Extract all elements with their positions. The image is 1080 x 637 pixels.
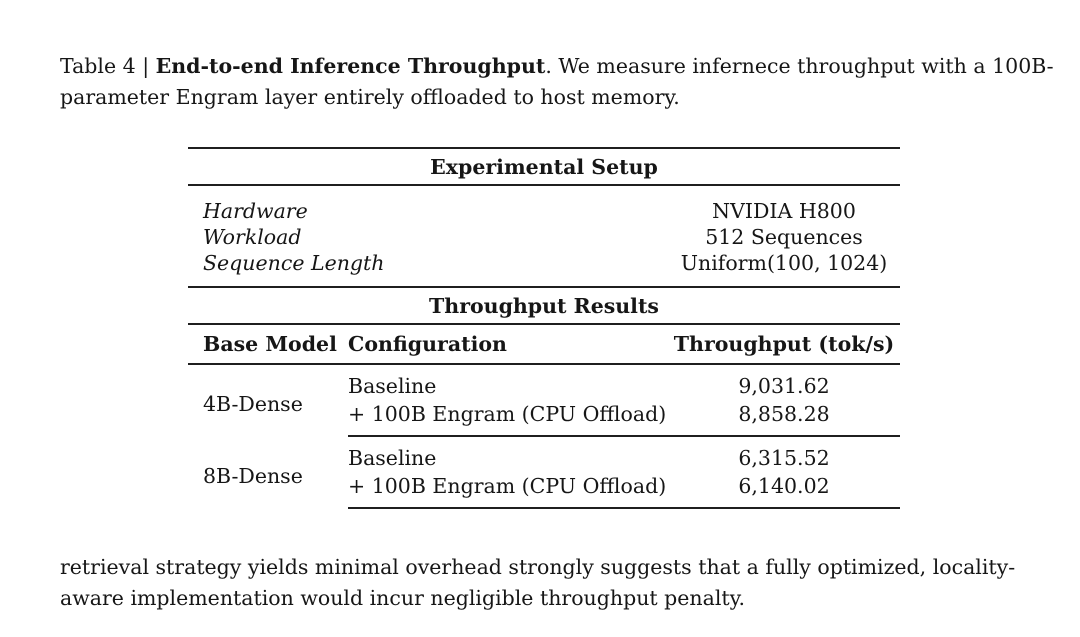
setup-value-hardware: NVIDIA H800 [712,199,856,223]
setup-label-workload: Workload [203,225,302,249]
caption-table-number: Table 4 | [60,54,156,78]
results-section-header: Throughput Results [188,287,901,325]
col-header-throughput: Throughput (tok/s) [648,324,901,365]
setup-header-row: Experimental Setup [188,147,901,186]
setup-row-hardware: Hardware NVIDIA H800 [188,185,900,224]
config-cell: Baseline [348,374,437,398]
body-line-1: retrieval strategy yields minimal overhe… [60,555,1016,579]
throughput-cell: 6,315.52 [738,446,830,470]
col-header-configuration: Configuration [348,324,648,365]
caption-line-2: parameter Engram layer entirely offloade… [60,85,680,109]
setup-section-header: Experimental Setup [188,147,901,186]
config-cell: + 100B Engram (CPU Offload) [348,400,666,437]
model-cell-4b-dense: 4B-Dense [203,392,303,416]
body-line-2: aware implementation would incur negligi… [60,586,745,610]
throughput-cell: 8,858.28 [648,400,901,437]
config-cell: Baseline [348,446,437,470]
caption-text: . We measure infernece throughput with a… [545,54,1054,78]
setup-row-sequence-length: Sequence Length Uniform(100, 1024) [188,250,901,288]
throughput-cell: 6,140.02 [648,472,901,509]
result-row-4b-engram: + 100B Engram (CPU Offload) 8,858.28 [188,400,901,437]
setup-label-hardware: Hardware [203,199,308,223]
model-cell-8b-dense: 8B-Dense [203,463,303,488]
throughput-cell: 9,031.62 [738,374,830,398]
setup-row-workload: Workload 512 Sequences [188,224,900,250]
table-caption: Table 4 | End-to-end Inference Throughpu… [60,51,1054,113]
column-header-row: Base Model Configuration Throughput (tok… [188,324,901,365]
caption-line-1: Table 4 | End-to-end Inference Throughpu… [60,51,1054,82]
result-row-8b-baseline: 8B-Dense Baseline 6,315.52 [188,436,900,488]
setup-label-sequence-length: Sequence Length [188,250,648,288]
result-row-4b-baseline: 4B-Dense Baseline 9,031.62 [188,364,900,416]
result-row-8b-engram: + 100B Engram (CPU Offload) 6,140.02 [188,472,901,509]
setup-value-workload: 512 Sequences [705,225,863,249]
config-cell: + 100B Engram (CPU Offload) [348,472,666,509]
setup-value-sequence-length: Uniform(100, 1024) [648,250,901,288]
col-header-base-model: Base Model [188,324,348,365]
caption-title: End-to-end Inference Throughput [155,54,546,78]
body-paragraph: retrieval strategy yields minimal overhe… [60,552,1015,614]
results-table: Experimental Setup Hardware NVIDIA H800 … [188,147,901,509]
results-header-row: Throughput Results [188,287,901,325]
